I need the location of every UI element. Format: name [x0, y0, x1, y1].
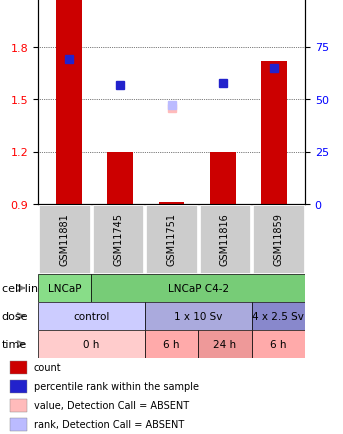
Bar	[10, 381, 27, 393]
Bar	[210, 152, 236, 204]
Text: 4 x 2.5 Sv: 4 x 2.5 Sv	[252, 311, 304, 321]
Bar	[261, 61, 287, 204]
Bar	[107, 152, 133, 204]
Bar	[198, 330, 252, 358]
Bar	[10, 400, 27, 411]
Text: GSM11816: GSM11816	[220, 213, 230, 266]
Text: 1 x 10 Sv: 1 x 10 Sv	[174, 311, 222, 321]
FancyBboxPatch shape	[39, 206, 90, 273]
Text: GSM11751: GSM11751	[166, 213, 177, 266]
Text: LNCaP: LNCaP	[48, 283, 81, 293]
Text: control: control	[73, 311, 109, 321]
Text: 0 h: 0 h	[83, 339, 99, 349]
Bar	[91, 274, 305, 302]
Bar	[252, 330, 305, 358]
FancyBboxPatch shape	[93, 206, 143, 273]
Bar	[38, 330, 145, 358]
Text: 6 h: 6 h	[163, 339, 180, 349]
Bar	[10, 362, 27, 374]
Text: count: count	[34, 363, 62, 373]
Text: 6 h: 6 h	[270, 339, 286, 349]
Bar	[252, 302, 305, 330]
Text: value, Detection Call = ABSENT: value, Detection Call = ABSENT	[34, 401, 189, 411]
Text: dose: dose	[2, 311, 28, 321]
Bar	[145, 302, 252, 330]
FancyBboxPatch shape	[146, 206, 197, 273]
FancyBboxPatch shape	[253, 206, 304, 273]
Text: percentile rank within the sample: percentile rank within the sample	[34, 381, 199, 391]
Bar	[145, 330, 198, 358]
Text: time: time	[2, 339, 27, 349]
Text: GSM11859: GSM11859	[273, 213, 283, 266]
Bar	[10, 418, 27, 431]
Bar	[38, 302, 145, 330]
FancyBboxPatch shape	[200, 206, 250, 273]
Text: cell line: cell line	[2, 283, 45, 293]
Text: rank, Detection Call = ABSENT: rank, Detection Call = ABSENT	[34, 420, 184, 430]
Text: GSM11745: GSM11745	[113, 213, 123, 266]
Bar	[38, 274, 91, 302]
Text: 24 h: 24 h	[213, 339, 236, 349]
Bar	[159, 203, 184, 204]
Text: GSM11881: GSM11881	[60, 213, 70, 266]
Bar	[56, 0, 82, 204]
Text: LNCaP C4-2: LNCaP C4-2	[168, 283, 229, 293]
